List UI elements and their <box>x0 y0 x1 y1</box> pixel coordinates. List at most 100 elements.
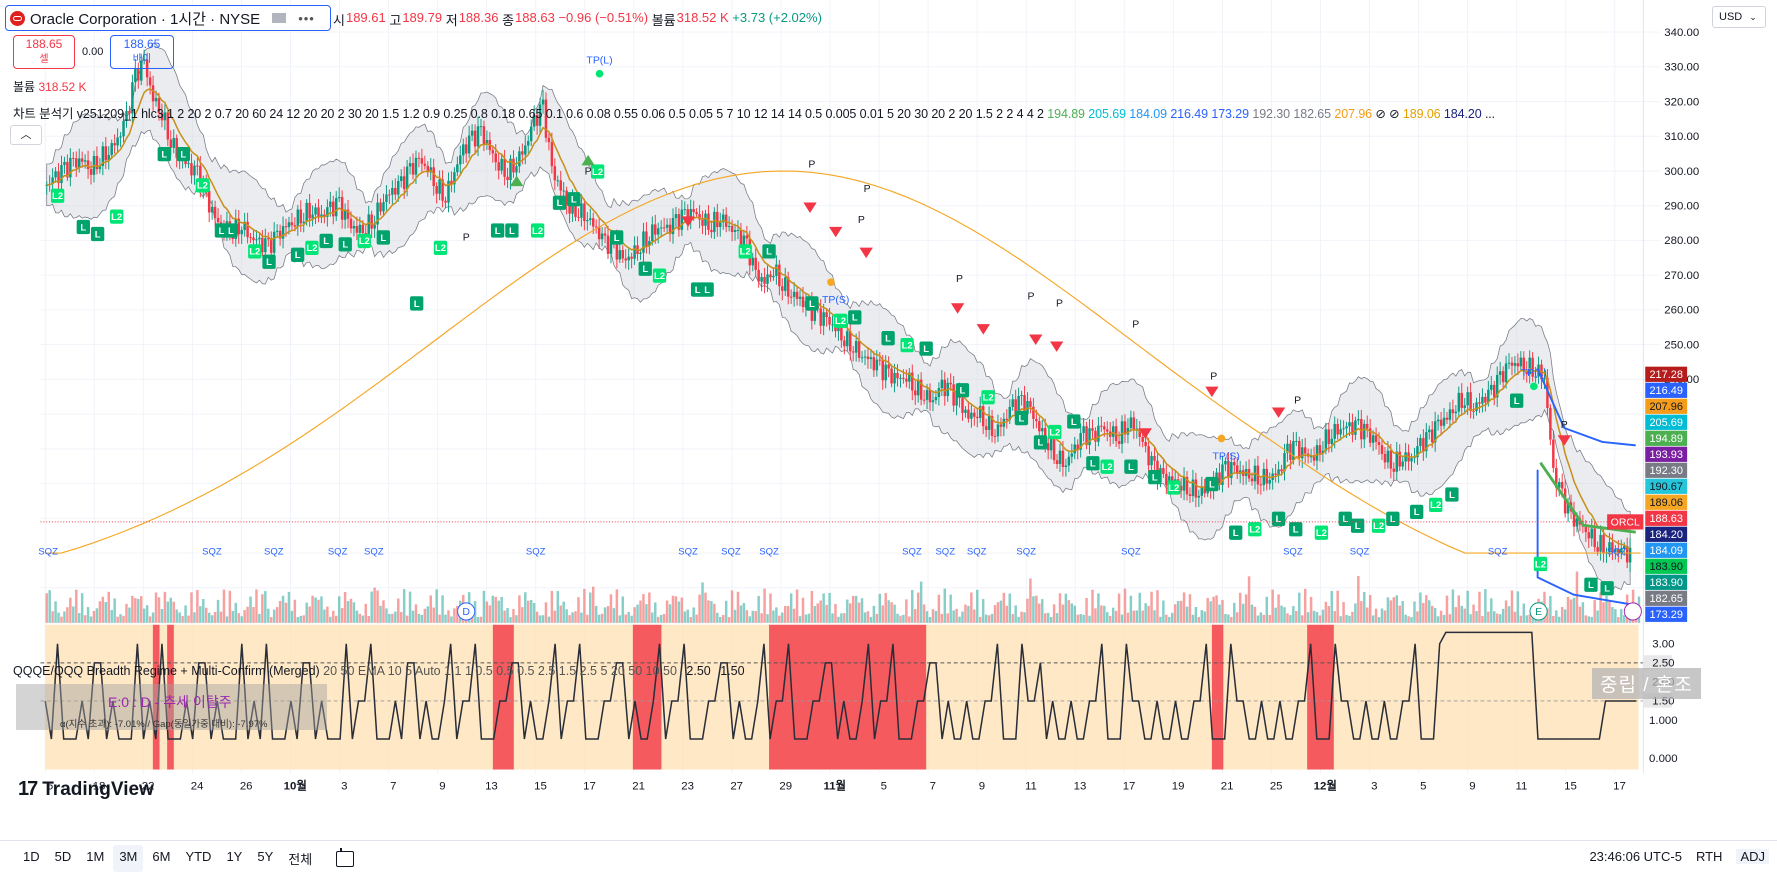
candle-body <box>83 160 87 162</box>
session-toggle[interactable]: RTH <box>1695 849 1723 864</box>
signal-marker-label: L <box>414 299 420 310</box>
adjust-toggle[interactable]: ADJ <box>1736 849 1769 864</box>
volume-bar <box>789 593 793 623</box>
breadth-indicator-legend[interactable]: QQQE/QQQ Breadth Regime + Multi-Confirm … <box>13 664 745 678</box>
candle-body <box>296 209 300 227</box>
take-profit-long-label: TP(L) <box>1521 368 1547 379</box>
volume-bar <box>695 614 698 623</box>
candle-body <box>940 379 944 389</box>
signal-marker-label: L <box>95 229 101 240</box>
volume-bar <box>1360 601 1363 623</box>
tradingview-logo[interactable]: 17 TradingView <box>18 778 154 801</box>
signal-marker-label: L <box>809 299 815 310</box>
volume-bar <box>949 594 952 623</box>
candle-body <box>329 201 332 208</box>
signal-L-marker: L <box>1510 393 1524 408</box>
range-button-1M[interactable]: 1M <box>86 849 105 864</box>
indicator-more[interactable]: ... <box>1484 107 1496 121</box>
buy-button[interactable]: 188.65 바이 <box>110 35 174 69</box>
candle-body <box>677 214 681 230</box>
currency-selector[interactable]: USD ⌄ <box>1712 6 1766 28</box>
breadth-risk-band <box>492 624 514 770</box>
candle-body <box>1593 528 1596 548</box>
volume-bar <box>958 616 961 623</box>
signal-marker-label: L <box>959 386 965 397</box>
volume-bar <box>1233 602 1236 623</box>
range-button-YTD[interactable]: YTD <box>185 849 212 864</box>
volume-bar <box>586 614 589 623</box>
signal-marker-label: L <box>614 233 620 244</box>
volume-bar <box>662 613 666 623</box>
volume-bar <box>323 609 326 623</box>
signal-marker-box <box>552 195 567 210</box>
symbol-search-button[interactable]: Oracle Corporation · 1시간 · NYSE ••• <box>5 5 331 31</box>
candle-body <box>854 340 858 353</box>
state-title: E:0 : D - 추세 이탈주 <box>108 694 232 710</box>
candle-body <box>367 214 370 235</box>
range-button-3M[interactable]: 3M <box>113 845 144 872</box>
range-button-전체[interactable]: 전체 <box>288 852 313 867</box>
candle-body <box>1386 450 1390 463</box>
price-tick-label: 310.00 <box>1664 131 1699 143</box>
clock-time[interactable]: 23:46:06 UTC-5 <box>1589 849 1682 864</box>
volume-bar <box>642 594 645 623</box>
indicator-legend[interactable]: 차트 분석기 v251209_1 hlc3 1 2 20 2 0.7 20 60… <box>13 103 1495 122</box>
candle-body <box>1005 418 1009 421</box>
volume-bar <box>1206 597 1209 623</box>
volume-bar <box>476 617 480 623</box>
candle-body <box>615 239 619 260</box>
candle-body <box>506 176 509 180</box>
flag-icon[interactable] <box>272 13 287 23</box>
volume-bar <box>128 607 131 623</box>
candle-body <box>1401 461 1404 467</box>
candle-body <box>190 163 193 176</box>
range-button-1Y[interactable]: 1Y <box>226 849 243 864</box>
volume-bar <box>63 611 66 623</box>
breadth-threshold-lower: 1.50 <box>720 664 745 678</box>
volume-bar <box>1197 616 1201 623</box>
volume-bar <box>612 608 616 623</box>
candle-body <box>89 169 93 175</box>
signal-marker-label: L <box>704 285 710 296</box>
high-value: 189.79 <box>402 10 443 25</box>
volume-bar <box>668 604 672 623</box>
volume-bar <box>364 603 368 623</box>
candle-body <box>476 126 480 147</box>
volume-bar <box>807 613 811 623</box>
candle-body <box>500 158 503 171</box>
range-button-1D[interactable]: 1D <box>23 849 40 864</box>
candle-body <box>352 226 356 229</box>
candle-body <box>589 218 592 220</box>
volume-bar <box>973 609 976 623</box>
volume-bar <box>1008 593 1012 623</box>
candle-body <box>733 230 737 233</box>
range-button-5Y[interactable]: 5Y <box>257 849 274 864</box>
volume-bar <box>1407 616 1410 623</box>
volume-bar <box>1203 611 1206 623</box>
range-button-5D[interactable]: 5D <box>54 849 72 864</box>
candle-body <box>459 155 462 165</box>
volume-bar <box>816 603 819 623</box>
sell-button[interactable]: 188.65 셀 <box>13 35 75 69</box>
candle-body <box>775 264 778 276</box>
range-button-6M[interactable]: 6M <box>152 849 171 864</box>
volume-bar <box>314 597 317 623</box>
candle-body <box>550 142 554 167</box>
candle-body <box>237 218 240 235</box>
volume-bar <box>399 612 403 623</box>
signal-L-marker: L <box>610 230 624 245</box>
candle-body <box>890 368 893 384</box>
calendar-goto-icon[interactable] <box>336 847 355 867</box>
volume-bar <box>450 616 453 623</box>
profit-marker-P: P <box>1027 291 1034 302</box>
tradingview-mark-icon: 17 <box>18 778 38 800</box>
volume-bar <box>1622 615 1626 623</box>
volume-legend[interactable]: 볼륨 318.52 K <box>13 78 86 95</box>
volume-bar <box>1365 607 1369 623</box>
signal-L-marker: L2 <box>900 337 914 353</box>
volume-bar <box>1070 603 1074 623</box>
more-dots-icon[interactable]: ••• <box>298 10 315 26</box>
volume-bar <box>1383 610 1387 623</box>
collapse-legend-button[interactable]: ︿ <box>10 125 42 145</box>
